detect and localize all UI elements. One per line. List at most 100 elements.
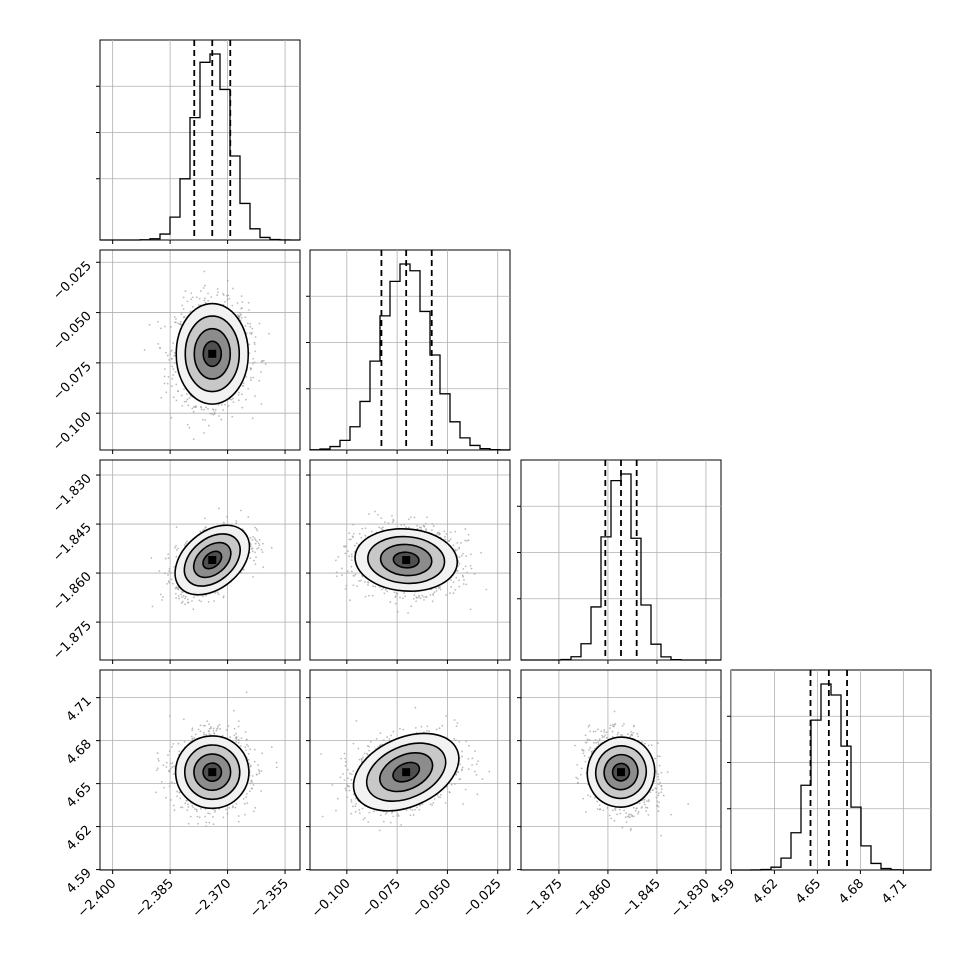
scatter-point (340, 567, 343, 570)
scatter-point (251, 362, 254, 365)
scatter-point (207, 424, 210, 427)
scatter-point (252, 784, 255, 786)
scatter-point (415, 596, 418, 598)
scatter-point (391, 514, 393, 517)
scatter-point (425, 516, 428, 519)
histogram-panel-1 (306, 249, 511, 451)
scatter-point (252, 575, 254, 578)
scatter-point (456, 542, 459, 544)
panel-frame (730, 669, 932, 871)
scatter-point (249, 379, 252, 381)
scatter-point (227, 405, 230, 407)
scatter-point (445, 533, 448, 535)
scatter-point (222, 521, 225, 524)
scatter-point (212, 729, 215, 732)
scatter-point (337, 556, 340, 558)
scatter-point (244, 731, 247, 733)
scatter-point (249, 322, 252, 325)
scatter-point (381, 528, 384, 531)
scatter-point (439, 532, 441, 535)
scatter-point (193, 596, 195, 599)
scatter-point (458, 585, 461, 588)
scatter-panel-3-0 (99, 669, 301, 871)
scatter-point (394, 602, 397, 605)
scatter-point (182, 308, 185, 310)
scatter-point (208, 723, 210, 726)
scatter-point (425, 596, 427, 599)
scatter-point (201, 418, 204, 421)
scatter-point (275, 766, 278, 769)
scatter-point (439, 588, 442, 591)
scatter-point (168, 570, 170, 573)
scatter-point (361, 527, 364, 530)
scatter-point (463, 579, 465, 581)
scatter-point (464, 539, 467, 542)
scatter-point (151, 605, 154, 608)
scatter-point (346, 570, 349, 573)
scatter-point (449, 538, 452, 541)
scatter-point (163, 368, 166, 370)
scatter-point (374, 585, 377, 588)
scatter-point (462, 575, 465, 578)
panel-frame (309, 249, 511, 451)
scatter-point (352, 523, 355, 526)
scatter-point (370, 530, 373, 533)
scatter-point (377, 513, 379, 516)
scatter-point (262, 566, 265, 569)
scatter-point (175, 555, 178, 558)
scatter-point (170, 349, 173, 352)
scatter-point (344, 588, 347, 590)
scatter-point (452, 581, 455, 584)
scatter-point (232, 401, 235, 404)
scatter-point (381, 588, 383, 591)
histogram-panel-2 (517, 459, 722, 661)
scatter-point (160, 396, 163, 399)
scatter-point (167, 553, 170, 556)
scatter-point (253, 343, 256, 346)
scatter-point (432, 594, 435, 596)
scatter-point (172, 743, 175, 745)
scatter-point (207, 408, 209, 410)
scatter-point (173, 354, 176, 357)
scatter-point (174, 592, 177, 595)
scatter-point (204, 284, 206, 287)
scatter-point (462, 568, 465, 570)
scatter-point (207, 292, 209, 295)
scatter-point (191, 738, 194, 740)
scatter-point (186, 601, 189, 604)
scatter-point (415, 600, 418, 603)
scatter-point (252, 376, 255, 379)
scatter-point (203, 408, 205, 411)
scatter-panel-2-0 (99, 459, 301, 661)
scatter-point (158, 347, 161, 349)
scatter-point (177, 547, 179, 550)
scatter-point (384, 521, 386, 524)
histogram-series-2 (521, 473, 721, 661)
scatter-point (190, 298, 192, 301)
scatter-point (182, 594, 185, 597)
scatter-point (458, 579, 461, 582)
histogram-series-3 (731, 683, 931, 871)
scatter-point (240, 393, 243, 396)
scatter-point (431, 600, 434, 603)
scatter-point (260, 371, 263, 374)
scatter-point (181, 596, 184, 599)
scatter-point (254, 350, 257, 353)
scatter-point (348, 599, 351, 602)
scatter-point (189, 310, 192, 313)
scatter-point (168, 568, 171, 570)
scatter-point (460, 542, 462, 544)
scatter-point (228, 807, 231, 809)
scatter-point (248, 309, 250, 311)
scatter-point (180, 394, 183, 397)
scatter-point (175, 586, 178, 589)
scatter-point (204, 301, 207, 304)
scatter-point (270, 546, 273, 549)
scatter-point (226, 515, 228, 518)
scatter-point (204, 419, 207, 421)
scatter-point (344, 545, 347, 548)
scatter-point (241, 406, 244, 409)
scatter-point (174, 546, 176, 549)
scatter-point (212, 409, 215, 411)
scatter-point (202, 287, 205, 289)
